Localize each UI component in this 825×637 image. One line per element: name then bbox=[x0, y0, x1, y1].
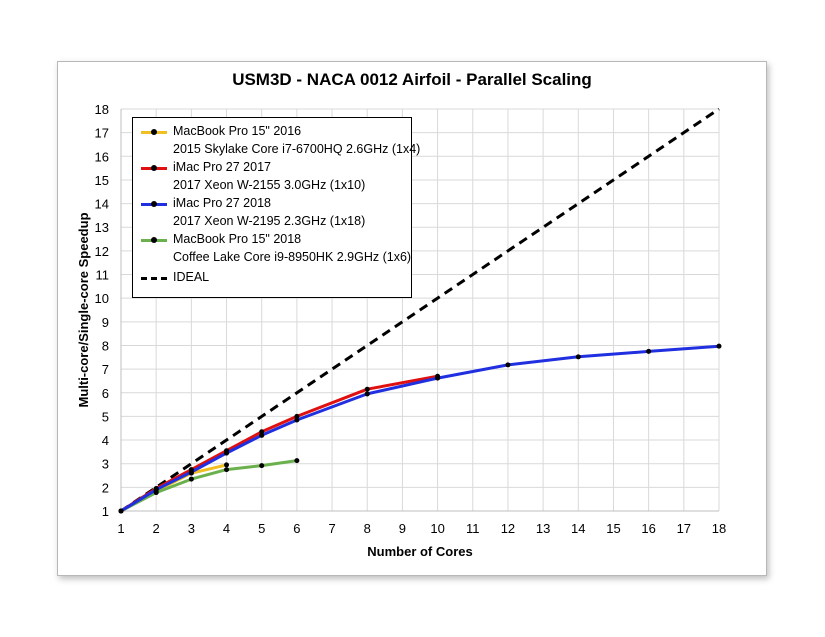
legend-series-name: IDEAL bbox=[173, 270, 210, 284]
legend-swatch bbox=[141, 165, 167, 171]
y-tick-label: 6 bbox=[102, 386, 109, 401]
legend-swatch bbox=[141, 237, 167, 243]
x-tick-label: 11 bbox=[466, 521, 480, 536]
legend-series-name: iMac Pro 27 2018 bbox=[173, 196, 271, 210]
y-tick-label: 13 bbox=[95, 220, 109, 235]
data-point bbox=[505, 362, 511, 368]
legend-series-subtitle: Coffee Lake Core i9-8950HK 2.9GHz (1x6) bbox=[173, 250, 412, 264]
y-tick-label: 10 bbox=[95, 291, 109, 306]
legend-series-name: MacBook Pro 15" 2018 bbox=[173, 232, 302, 246]
series-line bbox=[120, 107, 720, 513]
data-point bbox=[716, 343, 722, 349]
data-point bbox=[259, 463, 265, 469]
y-axis-label: Multi-core/Single-core Speedup bbox=[76, 212, 91, 407]
x-tick-label: 12 bbox=[501, 521, 515, 536]
data-point bbox=[188, 476, 194, 482]
y-tick-label: 1 bbox=[102, 504, 109, 519]
y-tick-label: 12 bbox=[95, 244, 109, 259]
y-tick-label: 15 bbox=[95, 173, 109, 188]
x-tick-label: 18 bbox=[712, 521, 726, 536]
series-line bbox=[120, 344, 720, 513]
x-tick-labels: 1 2 3 4 5 6 7 8 9 10 11 12 13 14 15 16 17 18 bbox=[117, 521, 726, 536]
legend-swatch bbox=[141, 129, 167, 135]
y-tick-label: 4 bbox=[102, 433, 109, 448]
y-tick-label: 2 bbox=[102, 480, 109, 495]
legend-series-subtitle: 2017 Xeon W-2155 3.0GHz (1x10) bbox=[173, 178, 366, 192]
y-tick-label: 9 bbox=[102, 315, 109, 330]
x-tick-label: 14 bbox=[571, 521, 585, 536]
series-points bbox=[118, 343, 722, 514]
chart-title: USM3D - NACA 0012 Airfoil - Parallel Sca… bbox=[232, 70, 592, 89]
data-point bbox=[153, 487, 159, 493]
x-tick-label: 13 bbox=[536, 521, 550, 536]
data-point bbox=[224, 467, 230, 473]
data-point bbox=[118, 508, 124, 514]
data-point bbox=[646, 348, 652, 354]
data-point bbox=[224, 462, 230, 468]
series-lines bbox=[120, 107, 720, 513]
x-tick-label: 10 bbox=[430, 521, 444, 536]
data-point bbox=[294, 417, 300, 423]
legend-swatch bbox=[141, 277, 167, 280]
data-point bbox=[294, 413, 300, 419]
y-tick-label: 7 bbox=[102, 362, 109, 377]
series-line bbox=[120, 459, 298, 513]
y-tick-label: 18 bbox=[95, 102, 109, 117]
data-point bbox=[294, 458, 300, 464]
x-tick-label: 15 bbox=[606, 521, 620, 536]
legend-series-subtitle: 2017 Xeon W-2195 2.3GHz (1x18) bbox=[173, 214, 366, 228]
x-tick-label: 3 bbox=[188, 521, 195, 536]
series-line bbox=[120, 374, 438, 513]
x-tick-label: 1 bbox=[117, 521, 124, 536]
y-tick-label: 3 bbox=[102, 457, 109, 472]
legend-series-name: iMac Pro 27 2017 bbox=[173, 160, 271, 174]
x-axis-label: Number of Cores bbox=[367, 544, 472, 559]
data-point bbox=[435, 375, 441, 381]
data-point bbox=[224, 450, 230, 456]
data-point bbox=[188, 469, 194, 475]
legend: MacBook Pro 15" 2016 2015 Skylake Core i… bbox=[132, 117, 420, 298]
x-tick-label: 7 bbox=[328, 521, 335, 536]
y-tick-label: 5 bbox=[102, 409, 109, 424]
y-tick-label: 11 bbox=[96, 268, 110, 283]
data-point bbox=[364, 391, 370, 397]
x-tick-label: 5 bbox=[258, 521, 265, 536]
x-tick-label: 17 bbox=[677, 521, 691, 536]
y-tick-label: 8 bbox=[102, 338, 109, 353]
x-tick-label: 4 bbox=[223, 521, 230, 536]
data-point bbox=[364, 386, 370, 392]
legend-swatch bbox=[141, 201, 167, 207]
x-tick-label: 8 bbox=[364, 521, 371, 536]
x-tick-label: 2 bbox=[153, 521, 160, 536]
data-point bbox=[259, 429, 265, 435]
data-point bbox=[575, 354, 581, 360]
x-tick-label: 16 bbox=[641, 521, 655, 536]
y-tick-label: 14 bbox=[95, 197, 109, 212]
axes bbox=[120, 109, 719, 512]
legend-series-name: MacBook Pro 15" 2016 bbox=[173, 124, 302, 138]
x-tick-label: 9 bbox=[399, 521, 406, 536]
legend-series-subtitle: 2015 Skylake Core i7-6700HQ 2.6GHz (1x4) bbox=[173, 142, 421, 156]
x-tick-label: 6 bbox=[293, 521, 300, 536]
y-tick-label: 17 bbox=[95, 126, 109, 141]
data-point bbox=[259, 432, 265, 438]
y-tick-label: 16 bbox=[95, 149, 109, 164]
